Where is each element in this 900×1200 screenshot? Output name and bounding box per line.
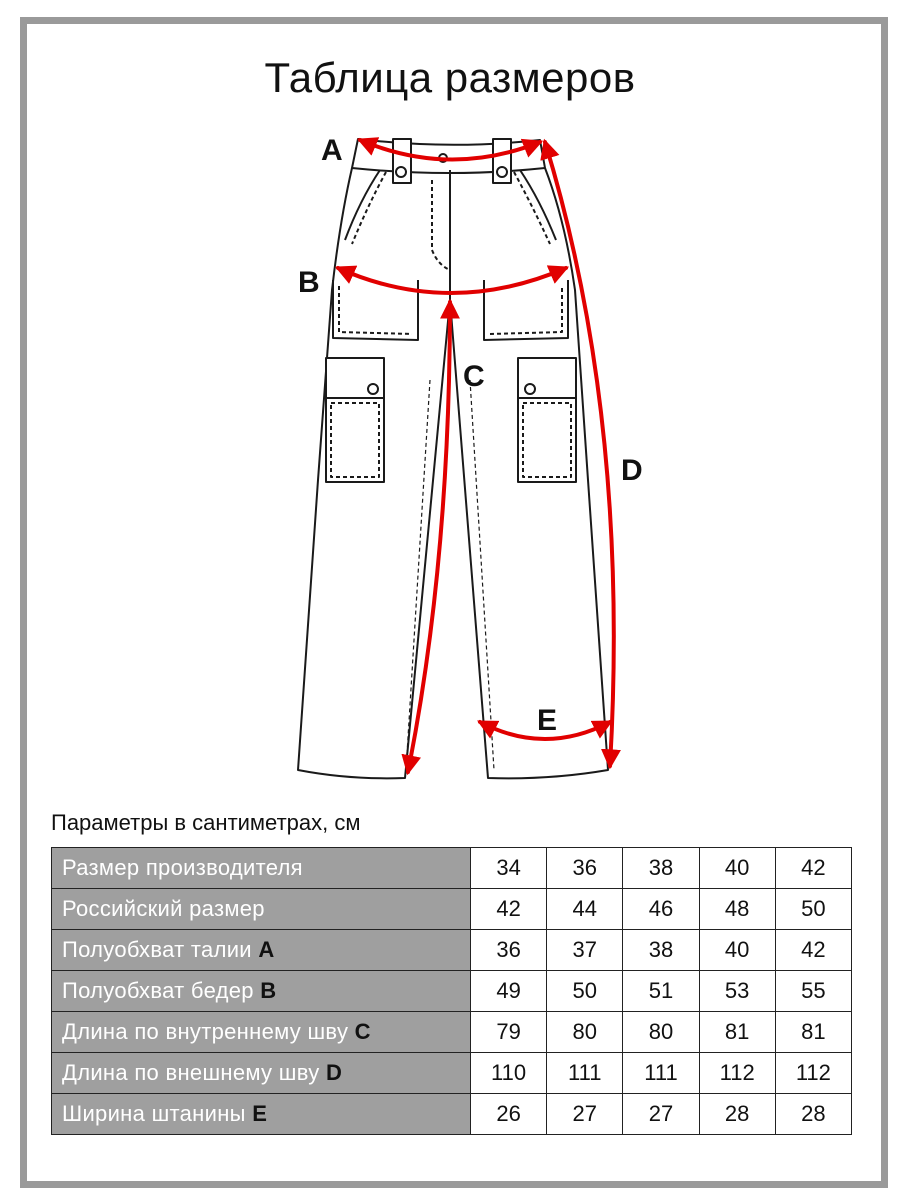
label-a: A xyxy=(321,134,343,167)
table-cell: 50 xyxy=(774,888,853,930)
row-header: Длина по внешнему шву D xyxy=(51,1052,471,1094)
table-cell: 55 xyxy=(774,970,853,1012)
table-cell: 111 xyxy=(546,1052,624,1094)
table-row: Полуобхват талии A 36 37 38 40 42 xyxy=(51,929,853,971)
table-cell: 112 xyxy=(698,1052,776,1094)
row-header: Ширина штанины E xyxy=(51,1093,471,1135)
table-cell: 48 xyxy=(698,888,776,930)
table-cell: 110 xyxy=(469,1052,548,1094)
arrow-a xyxy=(356,137,544,162)
table-cell: 34 xyxy=(469,847,548,889)
arrow-e xyxy=(477,720,613,741)
table-cell: 79 xyxy=(469,1011,548,1053)
row-header: Полуобхват бедер B xyxy=(51,970,471,1012)
table-cell: 40 xyxy=(698,929,776,971)
page-title: Таблица размеров xyxy=(264,54,636,101)
row-header: Полуобхват талии A xyxy=(51,929,471,971)
trousers-diagram: A B C D E xyxy=(297,134,643,780)
table-cell: 38 xyxy=(622,929,700,971)
table-cell: 46 xyxy=(622,888,700,930)
row-header: Размер производителя xyxy=(51,847,471,889)
table-cell: 51 xyxy=(622,970,700,1012)
label-e: E xyxy=(537,704,557,737)
table-cell: 28 xyxy=(774,1093,853,1135)
table-cell: 38 xyxy=(622,847,700,889)
table-cell: 27 xyxy=(622,1093,700,1135)
row-header: Российский размер xyxy=(51,888,471,930)
arrow-c xyxy=(401,298,460,776)
table-row: Ширина штанины E 26 27 27 28 28 xyxy=(51,1093,853,1135)
table-cell: 26 xyxy=(469,1093,548,1135)
table-cell: 36 xyxy=(546,847,624,889)
table-cell: 44 xyxy=(546,888,624,930)
trousers-outline xyxy=(297,138,609,780)
table-cell: 112 xyxy=(774,1052,853,1094)
table-cell: 80 xyxy=(546,1011,624,1053)
table-cell: 50 xyxy=(546,970,624,1012)
label-b: B xyxy=(298,266,320,299)
table-row: Длина по внешнему шву D 110 111 111 112 … xyxy=(51,1052,853,1094)
page-frame xyxy=(20,17,888,1188)
table-cell: 42 xyxy=(774,847,853,889)
table-cell: 111 xyxy=(622,1052,700,1094)
arrow-d xyxy=(540,138,621,770)
units-caption: Параметры в сантиметрах, см xyxy=(51,810,361,835)
table-row: Длина по внутреннему шву C 79 80 80 81 8… xyxy=(51,1011,853,1053)
measurement-arrows xyxy=(334,137,621,776)
table-row: Размер производителя 34 36 38 40 42 xyxy=(51,847,853,889)
arrow-b xyxy=(334,265,570,295)
table-cell: 42 xyxy=(774,929,853,971)
table-cell: 80 xyxy=(622,1011,700,1053)
table-cell: 27 xyxy=(546,1093,624,1135)
table-cell: 81 xyxy=(698,1011,776,1053)
table-cell: 40 xyxy=(698,847,776,889)
label-c: C xyxy=(463,360,485,393)
table-cell: 42 xyxy=(469,888,548,930)
table-cell: 53 xyxy=(698,970,776,1012)
table-cell: 49 xyxy=(469,970,548,1012)
table-cell: 36 xyxy=(469,929,548,971)
row-header: Длина по внутреннему шву C xyxy=(51,1011,471,1053)
table-row: Российский размер 42 44 46 48 50 xyxy=(51,888,853,930)
table-cell: 28 xyxy=(698,1093,776,1135)
table-row: Полуобхват бедер B 49 50 51 53 55 xyxy=(51,970,853,1012)
label-d: D xyxy=(621,454,643,487)
size-table: Размер производителя 34 36 38 40 42 Росс… xyxy=(51,847,853,1135)
table-cell: 37 xyxy=(546,929,624,971)
table-cell: 81 xyxy=(774,1011,853,1053)
